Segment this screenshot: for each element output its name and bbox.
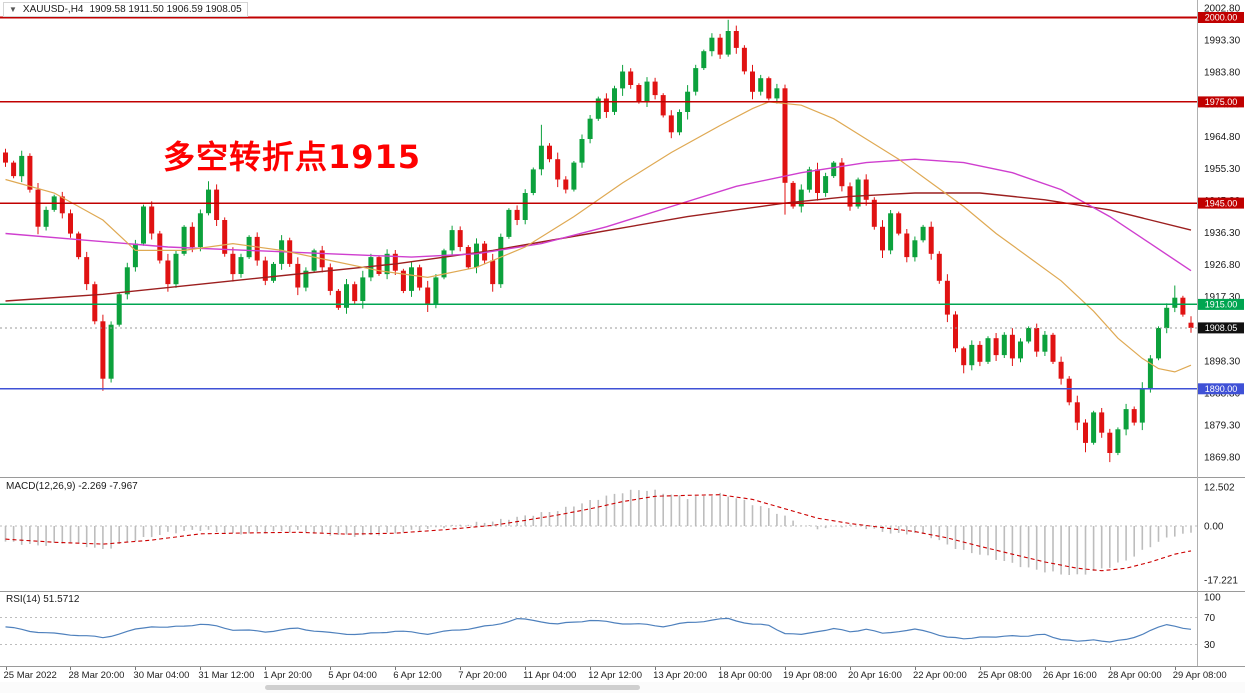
mid-ma-magenta [5, 158, 1192, 272]
time-label: 11 Apr 04:00 [523, 670, 577, 681]
time-tick [590, 667, 592, 670]
candles [3, 19, 1194, 463]
svg-text:1890.00: 1890.00 [1205, 384, 1238, 394]
svg-text:1955.30: 1955.30 [1204, 164, 1241, 175]
svg-text:1945.00: 1945.00 [1205, 198, 1238, 208]
time-tick [5, 667, 7, 670]
time-tick [135, 667, 137, 670]
main-price-chart[interactable]: 2002.801993.301983.801974.301964.801955.… [0, 0, 1245, 477]
time-label: 1 Apr 20:00 [263, 670, 312, 681]
time-tick [200, 667, 202, 670]
price-badge: 1908.05 [1198, 322, 1244, 334]
time-label: 31 Mar 12:00 [198, 670, 255, 681]
svg-text:1975.00: 1975.00 [1205, 97, 1238, 107]
svg-text:1917.30: 1917.30 [1204, 292, 1241, 303]
time-label: 19 Apr 08:00 [783, 670, 837, 681]
rsi-axis-labels: 100 70 30 [1204, 593, 1221, 652]
macd-histogram [4, 489, 1192, 575]
time-label: 13 Apr 20:00 [653, 670, 707, 681]
macd-name: MACD(12,26,9) [6, 481, 76, 492]
rsi-line [5, 617, 1192, 643]
time-tick [70, 667, 72, 670]
macd-signal-line [5, 494, 1192, 572]
time-label: 7 Apr 20:00 [458, 670, 507, 681]
ohlc-readout: 1909.58 1911.50 1906.59 1908.05 [89, 4, 242, 15]
svg-text:-17.221: -17.221 [1204, 575, 1238, 586]
annotation-text: 多空转折点1915 [163, 138, 422, 176]
time-label: 26 Apr 16:00 [1042, 670, 1097, 681]
svg-text:100: 100 [1204, 593, 1221, 604]
time-label: 25 Mar 2022 [3, 670, 57, 681]
svg-text:1869.80: 1869.80 [1204, 453, 1241, 464]
time-tick [849, 667, 851, 670]
price-badge: 2000.00 [1198, 12, 1244, 23]
svg-text:1915.00: 1915.00 [1205, 300, 1238, 310]
horizontal-scrollbar[interactable] [0, 682, 1245, 693]
time-tick [1044, 667, 1046, 670]
rsi-value: 51.5712 [43, 594, 80, 605]
slow-ma-darkred [5, 192, 1192, 302]
time-label: 5 Apr 04:00 [328, 670, 377, 681]
rsi-label: RSI(14) 51.5712 [6, 594, 79, 605]
time-label: 22 Apr 00:00 [912, 670, 967, 681]
symbol-dropdown-icon[interactable]: ▼ [9, 5, 17, 14]
price-badge: 1975.00 [1198, 96, 1244, 108]
svg-text:1983.80: 1983.80 [1204, 68, 1241, 79]
macd-axis-labels: 12.502 0.00 -17.221 [1204, 482, 1238, 586]
chart-title: ▼ XAUUSD-,H4 1909.58 1911.50 1906.59 190… [3, 2, 248, 17]
time-tick [720, 667, 722, 670]
time-tick [655, 667, 657, 670]
price-axis-labels: 2002.801993.301983.801974.301964.801955.… [1204, 4, 1241, 464]
time-tick [979, 667, 981, 670]
svg-text:2002.80: 2002.80 [1204, 4, 1241, 15]
svg-text:1879.30: 1879.30 [1204, 420, 1241, 431]
macd-indicator-panel[interactable]: 12.502 0.00 -17.221 [0, 477, 1245, 591]
svg-text:70: 70 [1204, 613, 1216, 624]
svg-text:1936.30: 1936.30 [1204, 228, 1241, 239]
svg-text:1964.80: 1964.80 [1204, 132, 1241, 143]
time-tick [265, 667, 267, 670]
svg-text:2000.00: 2000.00 [1205, 13, 1238, 23]
scrollbar-thumb[interactable] [265, 685, 640, 690]
time-tick [1174, 667, 1176, 670]
rsi-name: RSI(14) [6, 594, 41, 605]
time-tick [525, 667, 527, 670]
svg-text:0.00: 0.00 [1204, 522, 1224, 533]
symbol-timeframe: XAUUSD-,H4 [22, 4, 84, 15]
time-label: 29 Apr 08:00 [1172, 670, 1227, 681]
time-tick [330, 667, 332, 670]
rsi-indicator-panel[interactable]: 100 70 30 [0, 591, 1245, 666]
time-label: 18 Apr 00:00 [718, 670, 772, 681]
svg-text:12.502: 12.502 [1204, 482, 1235, 493]
svg-text:30: 30 [1204, 640, 1216, 651]
time-axis[interactable]: 25 Mar 2022 28 Mar 20:00 30 Mar 04:00 31 Ma… [0, 666, 1245, 683]
svg-text:1898.30: 1898.30 [1204, 356, 1241, 367]
svg-text:1926.80: 1926.80 [1204, 260, 1241, 271]
time-label: 25 Apr 08:00 [977, 670, 1032, 681]
time-label: 30 Mar 04:00 [133, 670, 190, 681]
time-label: 12 Apr 12:00 [588, 670, 643, 681]
macd-label: MACD(12,26,9) -2.269 -7.967 [6, 481, 138, 492]
time-tick [395, 667, 397, 670]
macd-values: -2.269 -7.967 [78, 481, 138, 492]
time-tick [1109, 667, 1111, 670]
time-label: 20 Apr 16:00 [847, 670, 902, 681]
time-tick [460, 667, 462, 670]
fast-ma-orange [5, 101, 1192, 373]
time-label: 6 Apr 12:00 [393, 670, 442, 681]
svg-text:1993.30: 1993.30 [1204, 36, 1241, 47]
svg-text:1908.05: 1908.05 [1205, 323, 1238, 333]
price-badge: 1890.00 [1198, 383, 1244, 395]
time-tick [785, 667, 787, 670]
time-tick [914, 667, 916, 670]
price-badge: 1915.00 [1198, 298, 1244, 310]
time-label: 28 Mar 20:00 [68, 670, 125, 681]
price-badge: 1945.00 [1198, 197, 1244, 209]
time-label: 28 Apr 00:00 [1107, 670, 1162, 681]
